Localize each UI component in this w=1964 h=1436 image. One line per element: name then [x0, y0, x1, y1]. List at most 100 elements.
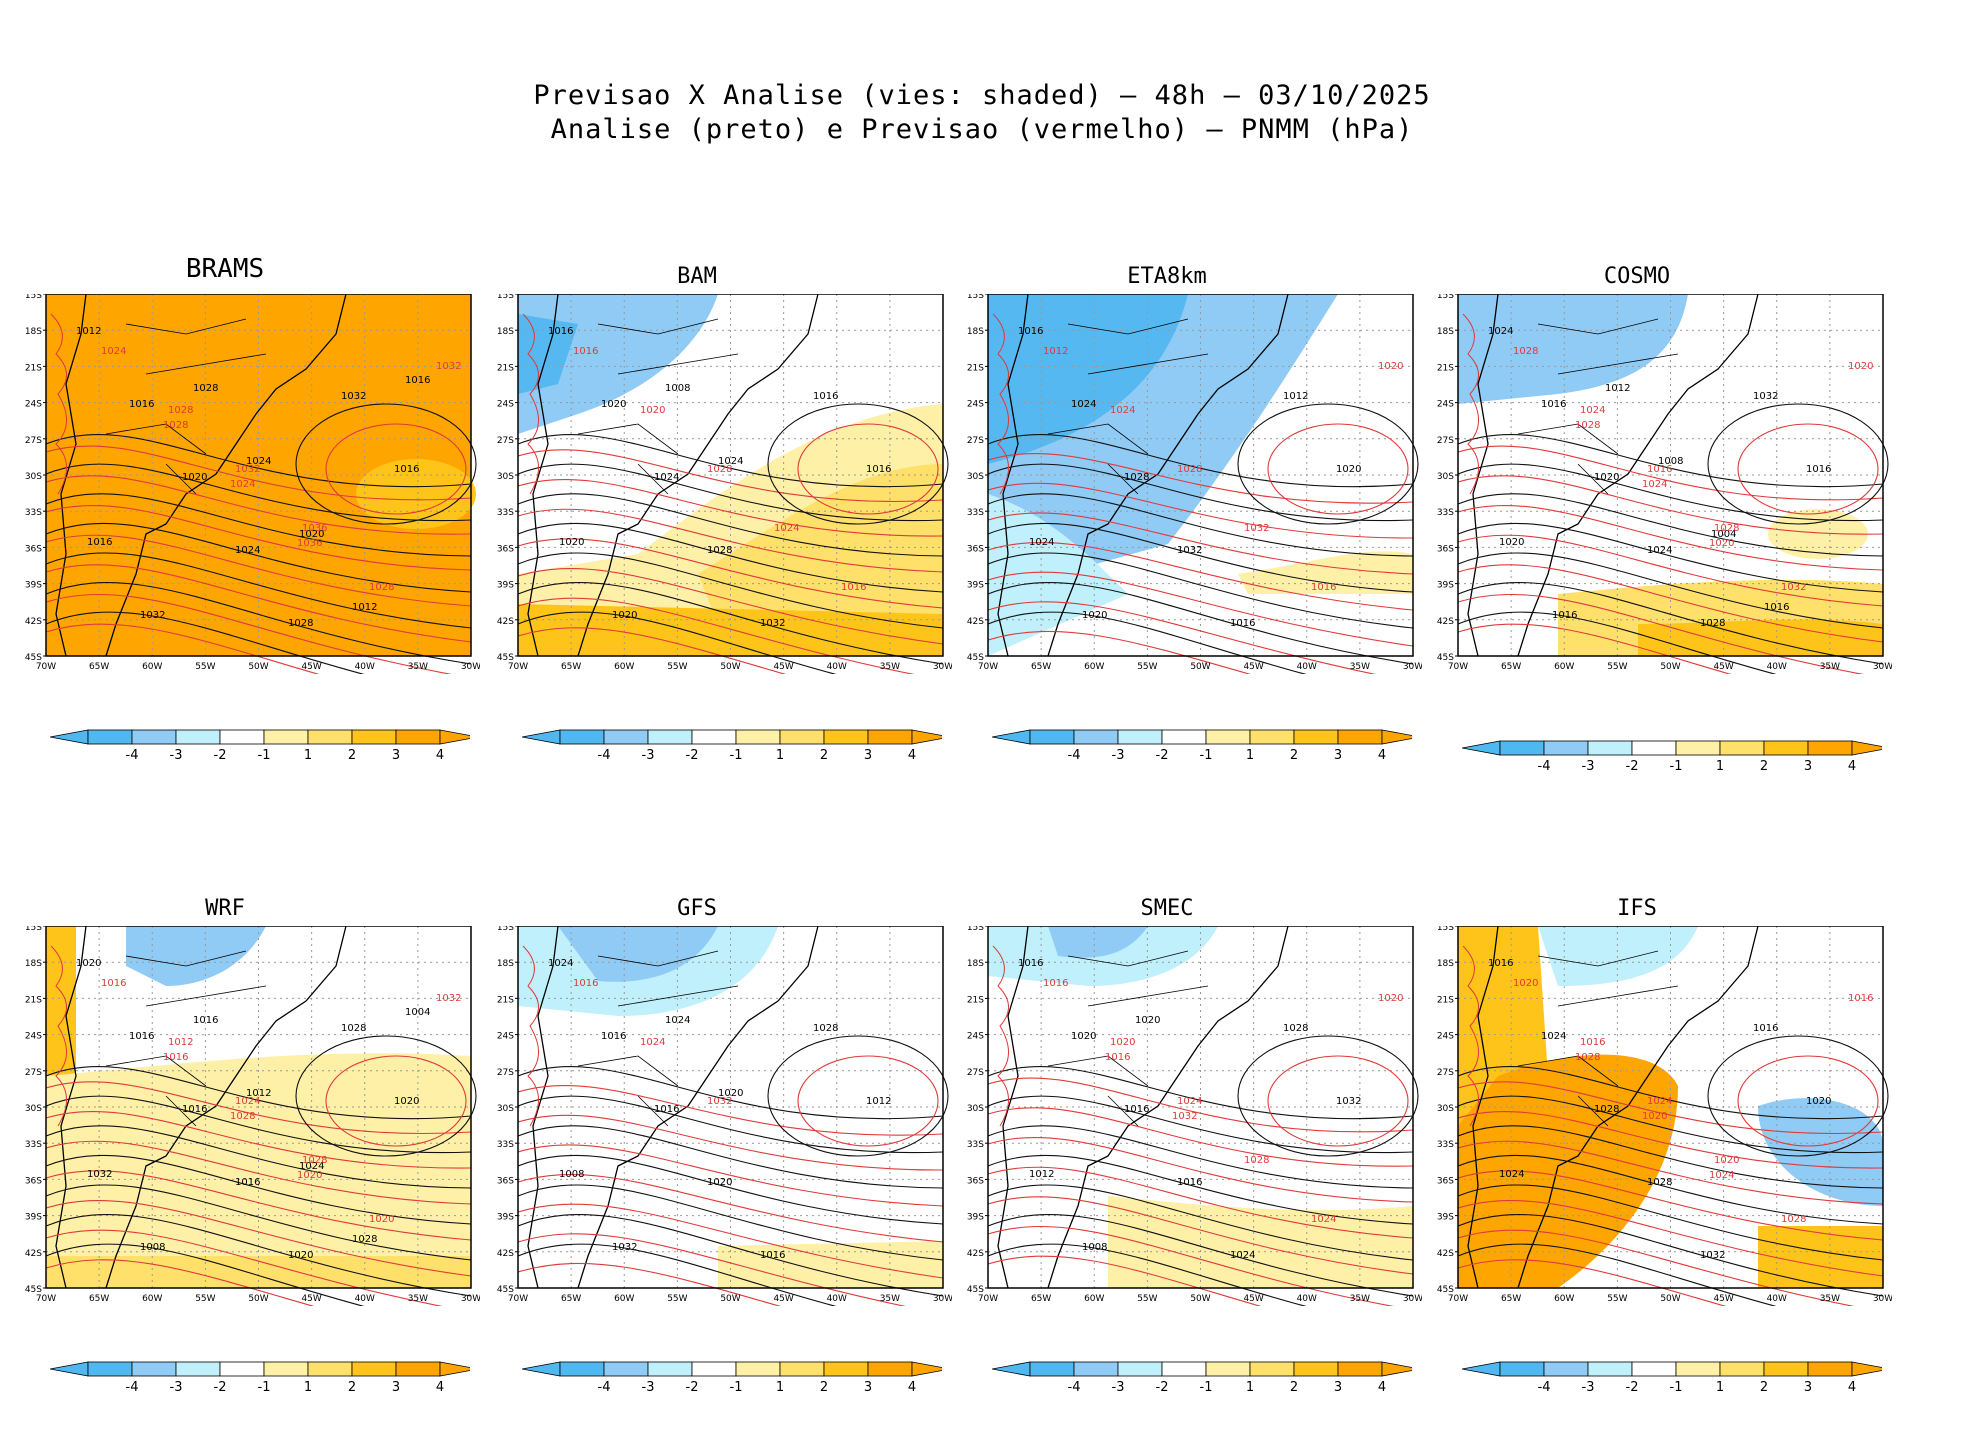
colorbar: -4 -3 -2 -1 1 2 3 4 — [522, 729, 942, 763]
coastline-west — [527, 294, 559, 657]
lon-tick-label: 30W — [461, 1294, 480, 1304]
colorbar-label: 3 — [1804, 1380, 1812, 1395]
colorbar-label: 4 — [1848, 1380, 1856, 1395]
panel-title: ETA8km — [1127, 264, 1207, 289]
analysis-contour-label: 1016 — [1177, 1177, 1202, 1188]
lat-lon-grid — [988, 294, 1413, 656]
forecast-contour — [1457, 534, 1884, 607]
analysis-contour — [1457, 1184, 1884, 1261]
colorbar-label: -4 — [598, 1380, 611, 1395]
contours — [987, 945, 1419, 1306]
lat-lon-grid — [46, 294, 471, 656]
forecast-contour — [1462, 945, 1479, 1127]
lat-tick-label: 27S — [967, 436, 984, 446]
analysis-contour — [1457, 1214, 1884, 1297]
analysis-contour — [987, 1095, 1414, 1154]
bias-area — [988, 294, 1188, 464]
model-panel-eta8km: ETA8km 1016 1024 1028 1032 1016 1012 1020 1024 10… — [952, 252, 1422, 763]
colorbar: -4 -3 -2 -1 1 2 3 4 — [1462, 1361, 1882, 1395]
analysis-contour-label: 1032 — [341, 391, 366, 402]
colorbar-segment — [351, 729, 397, 745]
lat-tick-label: 39S — [25, 1213, 42, 1223]
forecast-contour — [517, 1114, 944, 1171]
forecast-contour-label: 1016 — [163, 1052, 188, 1063]
forecast-contour — [1457, 593, 1865, 674]
colorbar-segment — [1117, 1361, 1163, 1377]
model-panel-bam: BAM 1016 1020 1024 1028 1032 1016 1016 1020 1020 1… — [482, 252, 952, 763]
forecast-contour-label: 1024 — [1647, 1096, 1672, 1107]
analysis-contour-label: 1012 — [352, 602, 377, 613]
panel-title: IFS — [1617, 896, 1657, 921]
lon-tick-label: 30W — [1403, 1294, 1422, 1304]
colorbar-segment — [263, 729, 309, 745]
lat-tick-label: 18S — [497, 327, 514, 337]
colorbar-label: -4 — [1538, 759, 1551, 774]
colorbar-label: -3 — [1582, 759, 1595, 774]
analysis-contour-label: 1020 — [1806, 1096, 1831, 1107]
lon-tick-label: 55W — [667, 662, 687, 672]
colorbar-segment — [131, 729, 177, 745]
lon-tick-label: 65W — [1031, 662, 1051, 672]
analysis-contour-label: 1016 — [235, 1177, 260, 1188]
colorbar-label: -2 — [1156, 1380, 1169, 1395]
lat-tick-label: 39S — [25, 581, 42, 591]
lat-lon-grid — [1458, 294, 1883, 656]
analysis-contour — [987, 1154, 1414, 1225]
lon-tick-label: 35W — [408, 662, 428, 672]
forecast-contour — [522, 945, 539, 1127]
colorbar-label: -1 — [1200, 1380, 1213, 1395]
contours — [1457, 945, 1889, 1306]
colorbar-segment — [691, 1361, 737, 1377]
colorbar-label: -4 — [1068, 748, 1081, 763]
forecast-contour — [522, 313, 539, 495]
analysis-contour-label: 1028 — [1647, 1177, 1672, 1188]
colorbar-label: 3 — [1334, 748, 1342, 763]
lon-tick-label: 70W — [508, 1294, 528, 1304]
lon-tick-label: 60W — [614, 1294, 634, 1304]
forecast-contour — [992, 945, 1009, 1127]
forecast-contour-label: 1024 — [1709, 1170, 1734, 1181]
colorbar-label: 3 — [392, 1380, 400, 1395]
colorbar-segment — [1631, 740, 1677, 756]
analysis-contour-label: 1032 — [760, 618, 785, 629]
colorbar-arrow-right — [1381, 1361, 1412, 1377]
model-panel-gfs: GFS 1024 1016 1016 1020 1016 1028 1012 1008 1032 1… — [482, 884, 952, 1395]
lat-tick-label: 39S — [967, 1213, 984, 1223]
analysis-contour-label: 1016 — [1806, 464, 1831, 475]
colorbar-arrow-right — [911, 1361, 942, 1377]
contour-labels: 1012 1016 1020 1024 1028 1032 1016 1016 1032 1028… — [76, 326, 461, 629]
analysis-contour — [987, 1065, 1414, 1120]
lat-tick-label: 15S — [497, 294, 514, 301]
forecast-high-contour — [797, 1055, 939, 1147]
lat-tick-label: 30S — [967, 1104, 984, 1114]
lat-tick-label: 36S — [1437, 1176, 1454, 1186]
forecast-contour — [517, 1085, 944, 1136]
lon-tick-label: 55W — [1607, 1294, 1627, 1304]
analysis-contour — [987, 611, 1307, 674]
analysis-contour-label: 1012 — [246, 1088, 271, 1099]
lon-tick-label: 45W — [1713, 662, 1733, 672]
forecast-contour — [1457, 475, 1884, 535]
forecast-contour-label: 1032 — [436, 993, 461, 1004]
lat-tick-label: 42S — [1437, 617, 1454, 627]
bias-area — [1768, 509, 1868, 559]
lat-tick-label: 33S — [967, 1140, 984, 1150]
analysis-contour-label: 1024 — [1071, 399, 1096, 410]
forecast-high-contour — [325, 1055, 467, 1147]
lon-tick-label: 40W — [1767, 1294, 1787, 1304]
colorbar-label: -3 — [642, 1380, 655, 1395]
lat-tick-label: 15S — [967, 294, 984, 301]
forecast-contour-label: 1028 — [369, 582, 394, 593]
bias-area — [988, 494, 1128, 656]
lon-tick-label: 65W — [89, 662, 109, 672]
panel-title: GFS — [677, 896, 717, 921]
lon-tick-label: 65W — [1501, 1294, 1521, 1304]
forecast-contour — [50, 313, 67, 495]
colorbar-segment — [263, 1361, 309, 1377]
colorbar-label: 1 — [776, 1380, 784, 1395]
colorbar-label: -4 — [1068, 1380, 1081, 1395]
analysis-high-contour — [767, 1035, 949, 1157]
analysis-contour-label: 1020 — [1336, 464, 1361, 475]
lat-tick-label: 24S — [497, 1032, 514, 1042]
bias-area — [1048, 926, 1148, 958]
